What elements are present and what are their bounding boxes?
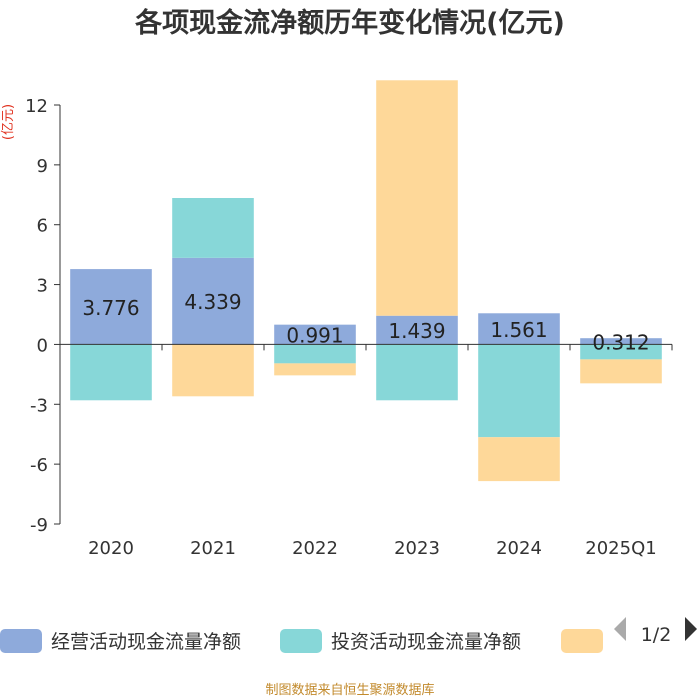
x-tick-label: 2023 <box>394 538 440 559</box>
data-label: 3.776 <box>82 296 139 320</box>
legend-page-indicator: 1/2 <box>641 624 672 646</box>
data-label: 4.339 <box>184 290 241 314</box>
footer-source: 制图数据来自恒生聚源数据库 <box>265 682 434 698</box>
y-axis: 12 9 6 3 0 -3 -6 -9 <box>25 96 60 536</box>
bar <box>274 344 356 364</box>
bar <box>580 338 662 345</box>
axes <box>59 105 673 524</box>
bar <box>70 344 152 401</box>
data-label: 0.991 <box>286 324 343 348</box>
bar <box>172 257 254 345</box>
legend-swatch <box>0 629 42 653</box>
bar <box>172 344 254 397</box>
y-tick-label: 9 <box>37 156 48 177</box>
bar <box>478 313 560 345</box>
x-axis: 2020 2021 2022 2023 2024 2025Q1 <box>88 538 657 559</box>
legend-next-icon[interactable] <box>685 617 697 641</box>
bar <box>274 324 356 345</box>
x-tick-label: 2021 <box>190 538 236 559</box>
bar <box>376 315 458 345</box>
y-axis-label: (亿元) <box>1 104 16 140</box>
bar <box>172 197 254 258</box>
x-tick-label: 2022 <box>292 538 338 559</box>
data-label: 0.312 <box>592 330 649 354</box>
bar-series <box>70 80 662 482</box>
legend: 经营活动现金流量净额 投资活动现金流量净额 <box>0 629 603 653</box>
y-tick-label: 12 <box>25 96 48 117</box>
bar <box>580 344 662 360</box>
legend-swatch <box>280 629 322 653</box>
bar <box>274 363 356 376</box>
x-tick-label: 2025Q1 <box>585 538 656 559</box>
data-label: 1.561 <box>490 318 547 342</box>
data-label: 1.439 <box>388 319 445 343</box>
y-tick-label: -9 <box>30 515 48 536</box>
legend-label: 投资活动现金流量净额 <box>331 631 521 653</box>
bar <box>580 359 662 384</box>
bar <box>478 437 560 482</box>
y-tick-label: 6 <box>37 216 48 237</box>
bar <box>376 344 458 401</box>
x-tick-label: 2024 <box>496 538 542 559</box>
data-labels: 3.776 4.339 0.991 1.439 1.561 0.312 <box>82 290 649 354</box>
chart-title: 各项现金流净额历年变化情况(亿元) <box>134 7 565 39</box>
y-tick-label: 3 <box>37 276 48 297</box>
y-tick-label: -3 <box>30 395 48 416</box>
legend-pager[interactable]: 1/2 <box>614 617 697 646</box>
bar <box>70 269 152 345</box>
y-tick-label: 0 <box>37 335 48 356</box>
legend-label: 经营活动现金流量净额 <box>51 631 241 653</box>
x-tick-label: 2020 <box>88 538 134 559</box>
bar <box>376 80 458 316</box>
bar <box>478 344 560 438</box>
y-tick-label: -6 <box>30 455 48 476</box>
legend-prev-icon[interactable] <box>614 617 626 641</box>
legend-swatch <box>561 629 603 653</box>
